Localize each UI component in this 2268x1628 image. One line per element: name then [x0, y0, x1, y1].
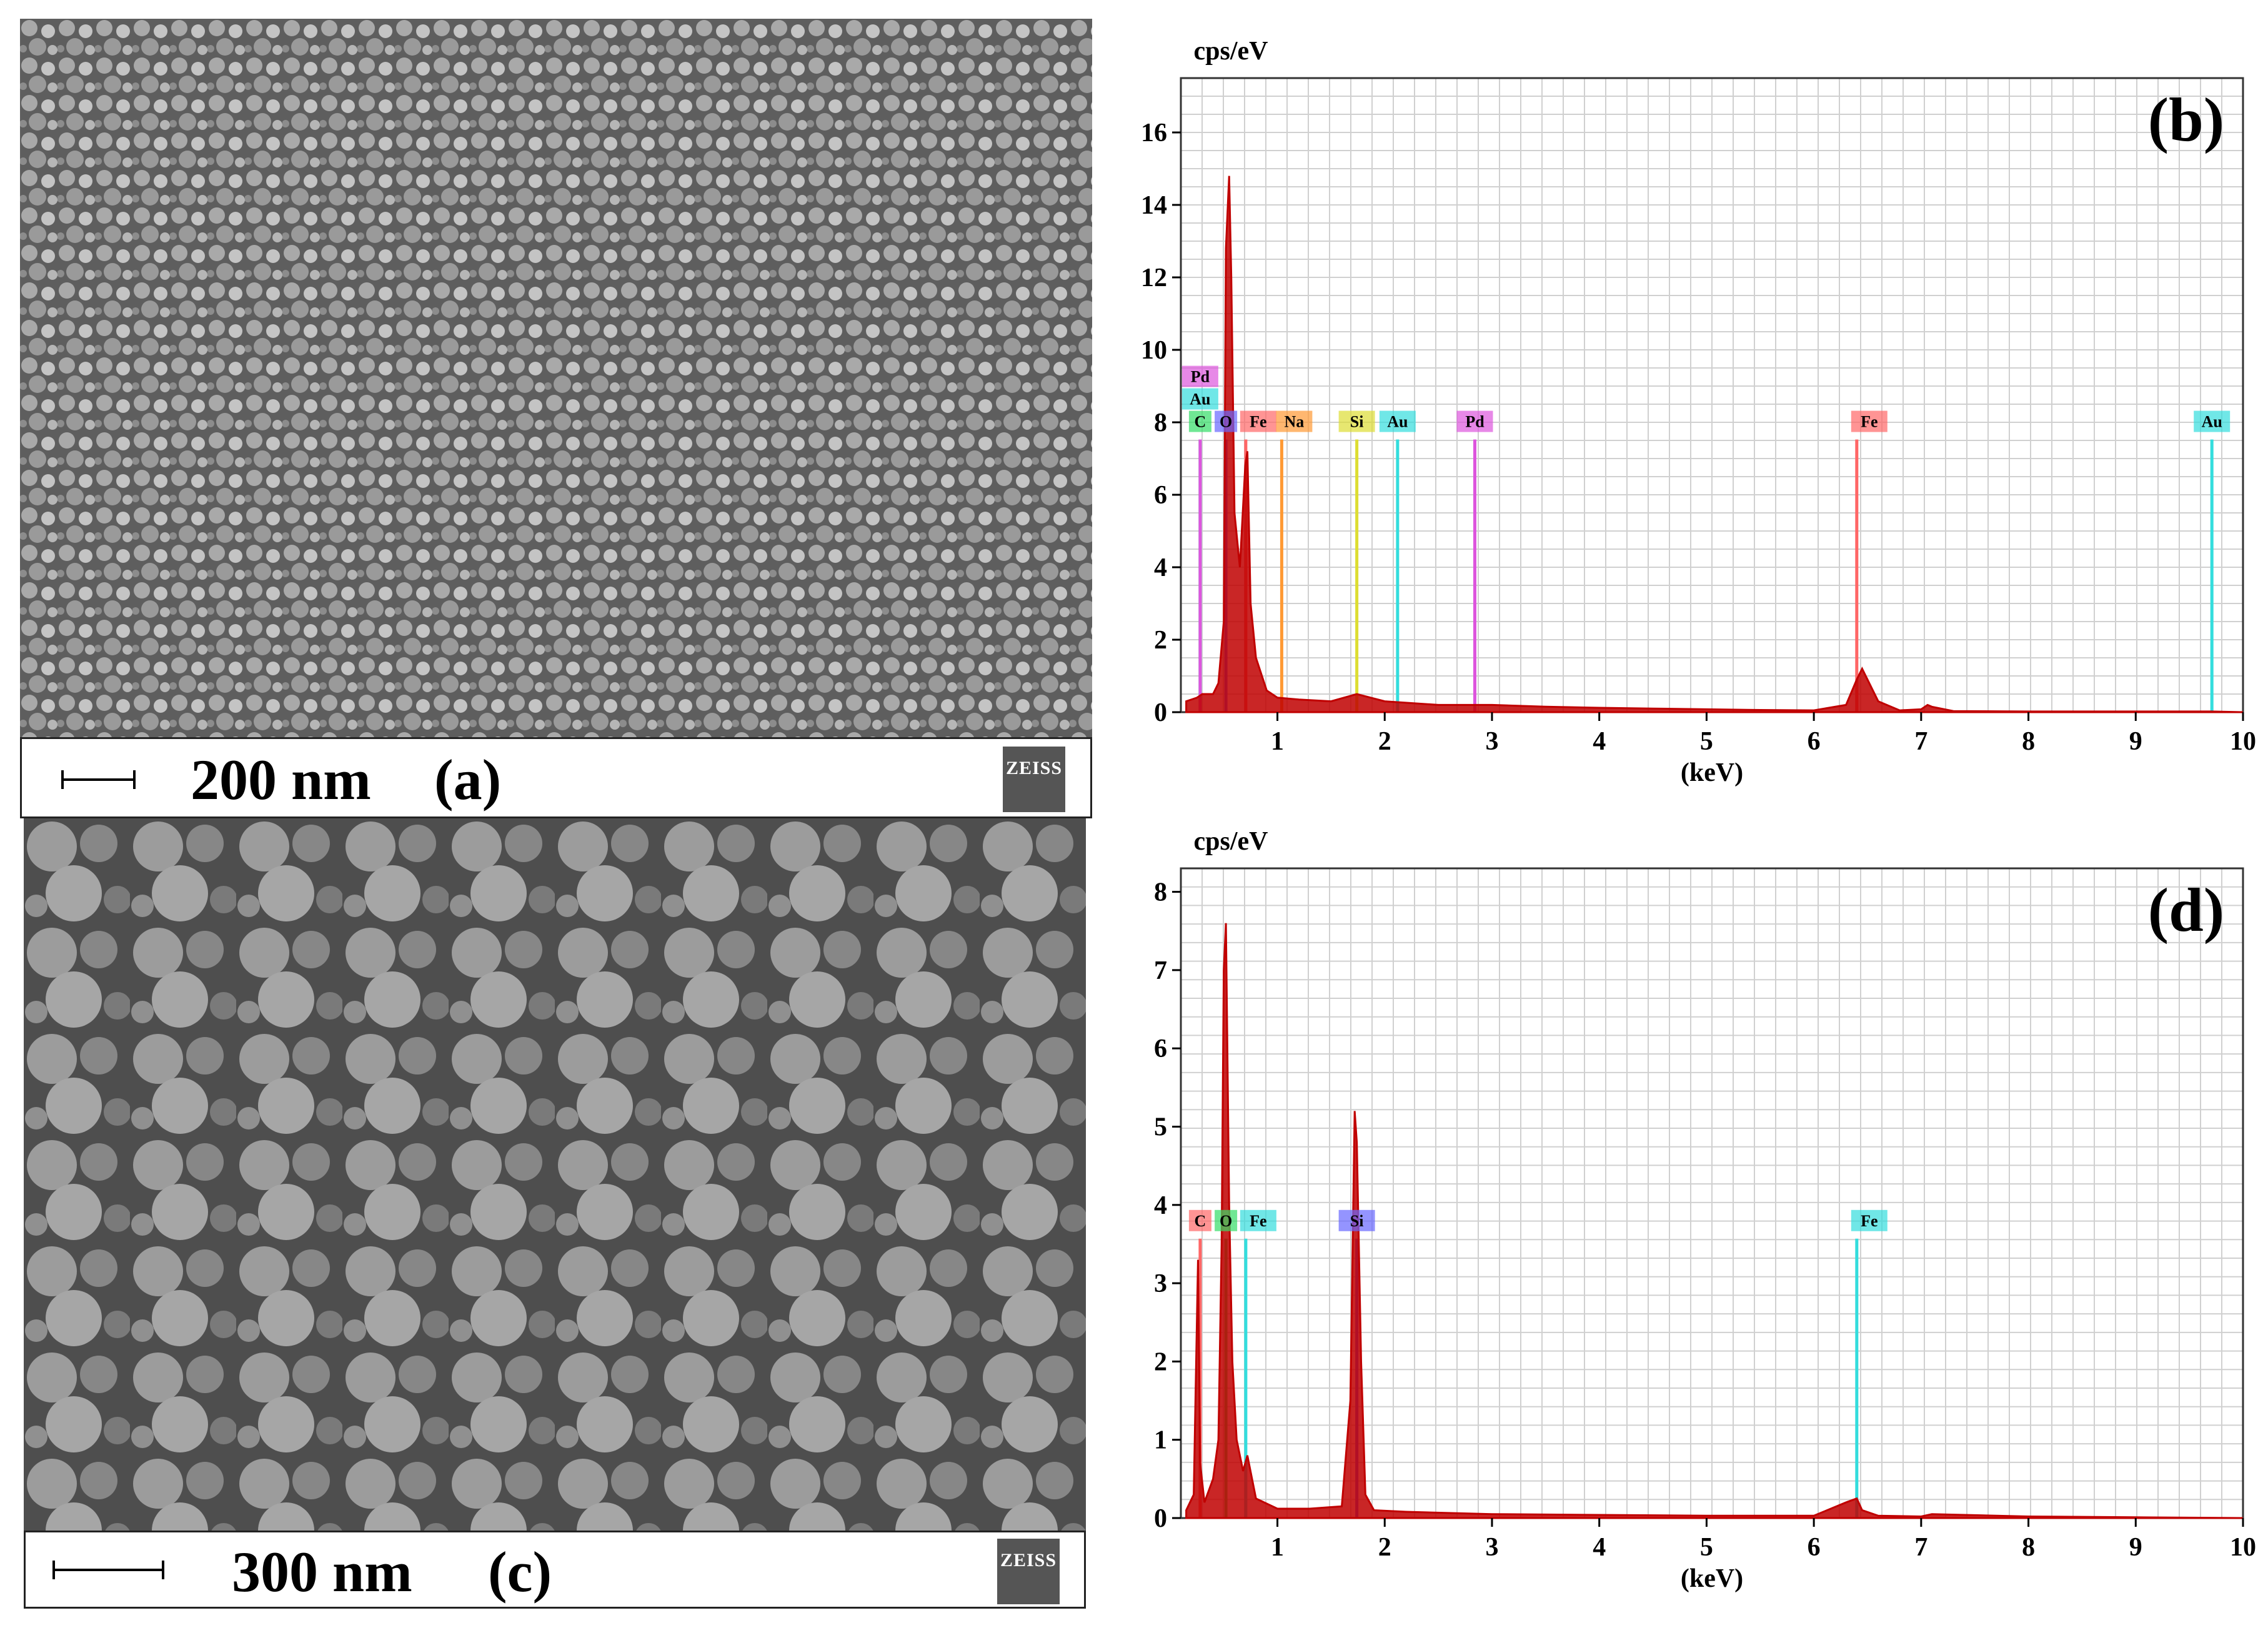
- sem-panel-a: 200 nm (a) ZEISS: [20, 19, 1092, 818]
- element-tag-bg: [2194, 410, 2231, 432]
- element-tag-c: C: [1195, 413, 1206, 431]
- element-tag-bg: [1240, 1209, 1276, 1231]
- y-tick-label: 6: [1154, 481, 1167, 510]
- sem-texture-a: [20, 19, 1092, 737]
- x-tick-label: 4: [1593, 727, 1606, 756]
- x-tick-label: 8: [2022, 1533, 2035, 1562]
- y-tick-label: 16: [1141, 119, 1167, 147]
- element-tag-bg: [1215, 410, 1238, 432]
- element-tag-bg: [1181, 365, 1218, 387]
- x-tick-label: 1: [1271, 1533, 1284, 1562]
- y-axis-label: cps/eV: [1194, 827, 1268, 856]
- x-tick-label: 6: [1808, 1533, 1821, 1562]
- element-tag-bg: [1851, 410, 1888, 432]
- element-tag-fe: Fe: [1861, 1212, 1878, 1230]
- panel-label: (c): [488, 1540, 552, 1604]
- x-tick-label: 3: [1485, 727, 1498, 756]
- x-axis-label: (keV): [1681, 1564, 1743, 1593]
- element-tag-fe: Fe: [1861, 413, 1878, 431]
- x-tick-label: 8: [2022, 727, 2035, 756]
- element-tag-bg: [1456, 410, 1493, 432]
- scale-bar-icon: [52, 1561, 164, 1579]
- x-tick-label: 2: [1378, 1533, 1391, 1562]
- x-tick-label: 9: [2129, 1533, 2142, 1562]
- zeiss-logo: ZEISS: [1003, 747, 1065, 812]
- y-tick-label: 2: [1154, 626, 1167, 655]
- panel-label: (a): [434, 748, 502, 812]
- element-tag-au: Au: [1190, 390, 1210, 409]
- element-tag-c: C: [1195, 1212, 1206, 1230]
- y-tick-label: 1: [1154, 1426, 1167, 1455]
- sem-image-c: [24, 818, 1086, 1531]
- x-tick-label: 1: [1271, 727, 1284, 756]
- y-tick-label: 5: [1154, 1113, 1167, 1141]
- x-tick-label: 3: [1485, 1533, 1498, 1562]
- sem-image-a: [20, 19, 1092, 737]
- element-tag-o: O: [1220, 413, 1232, 431]
- y-tick-label: 3: [1154, 1269, 1167, 1298]
- scale-bar-icon: [61, 770, 136, 789]
- sem-info-bar-a: 200 nm (a) ZEISS: [20, 737, 1092, 818]
- scale-label: 300 nm: [232, 1540, 412, 1604]
- element-tag-bg: [1215, 1209, 1238, 1231]
- element-tag-bg: [1851, 1209, 1888, 1231]
- element-tag-bg: [1338, 1209, 1375, 1231]
- y-tick-label: 14: [1141, 191, 1167, 220]
- element-tag-au: Au: [2202, 413, 2222, 431]
- x-tick-label: 6: [1808, 727, 1821, 756]
- x-tick-label: 9: [2129, 727, 2142, 756]
- y-tick-label: 7: [1154, 956, 1167, 985]
- element-tag-bg: [1379, 410, 1416, 432]
- x-tick-label: 7: [1914, 727, 1927, 756]
- x-tick-label: 5: [1700, 727, 1713, 756]
- y-tick-label: 0: [1154, 1504, 1167, 1533]
- zeiss-logo: ZEISS: [997, 1539, 1060, 1604]
- x-tick-label: 2: [1378, 727, 1391, 756]
- x-tick-label: 5: [1700, 1533, 1713, 1562]
- y-tick-label: 4: [1154, 1191, 1167, 1220]
- element-tag-pd: Pd: [1465, 413, 1485, 431]
- element-tag-bg: [1240, 410, 1276, 432]
- x-axis-label: (keV): [1681, 758, 1743, 787]
- element-tag-pd: Pd: [1191, 368, 1210, 386]
- y-tick-label: 8: [1154, 878, 1167, 907]
- element-tag-si: Si: [1350, 1212, 1364, 1230]
- element-tag-fe: Fe: [1250, 1212, 1266, 1230]
- y-tick-label: 12: [1141, 264, 1167, 292]
- scale-label: 200 nm: [191, 748, 371, 812]
- element-tag-si: Si: [1350, 413, 1364, 431]
- element-tag-bg: [1181, 388, 1218, 410]
- x-tick-label: 7: [1914, 1533, 1927, 1562]
- x-tick-label: 4: [1593, 1533, 1606, 1562]
- panel-label: (d): [2148, 875, 2224, 945]
- y-axis-label: cps/eV: [1194, 37, 1268, 66]
- y-tick-label: 6: [1154, 1035, 1167, 1063]
- element-tag-fe: Fe: [1250, 413, 1266, 431]
- y-tick-label: 10: [1141, 336, 1167, 365]
- y-tick-label: 8: [1154, 409, 1167, 437]
- sem-panel-c: 300 nm (c) ZEISS: [24, 818, 1086, 1609]
- eds-spectrum-d: C O Fe Si Fe 1 2 3 4 5 6 7 8 9 10 0 1 2 3 4 5 6 7 8 cps/eV (keV) (…: [1154, 827, 2256, 1593]
- y-tick-label: 0: [1154, 698, 1167, 727]
- spectrum-series: [1185, 176, 2244, 713]
- element-tag-bg: [1188, 1209, 1211, 1231]
- sem-info-bar-c: 300 nm (c) ZEISS: [24, 1531, 1086, 1609]
- element-tag-na: Na: [1285, 413, 1305, 431]
- element-tag-bg: [1338, 410, 1375, 432]
- x-tick-label: 10: [2230, 1533, 2256, 1562]
- y-tick-label: 2: [1154, 1348, 1167, 1376]
- y-tick-label: 4: [1154, 553, 1167, 582]
- element-tag-bg: [1276, 410, 1313, 432]
- element-tag-o: O: [1220, 1212, 1232, 1230]
- element-tag-bg: [1188, 410, 1211, 432]
- x-tick-label: 10: [2230, 727, 2256, 756]
- sem-texture-c: [24, 818, 1086, 1531]
- element-tag-au: Au: [1387, 413, 1408, 431]
- panel-label: (b): [2148, 85, 2224, 154]
